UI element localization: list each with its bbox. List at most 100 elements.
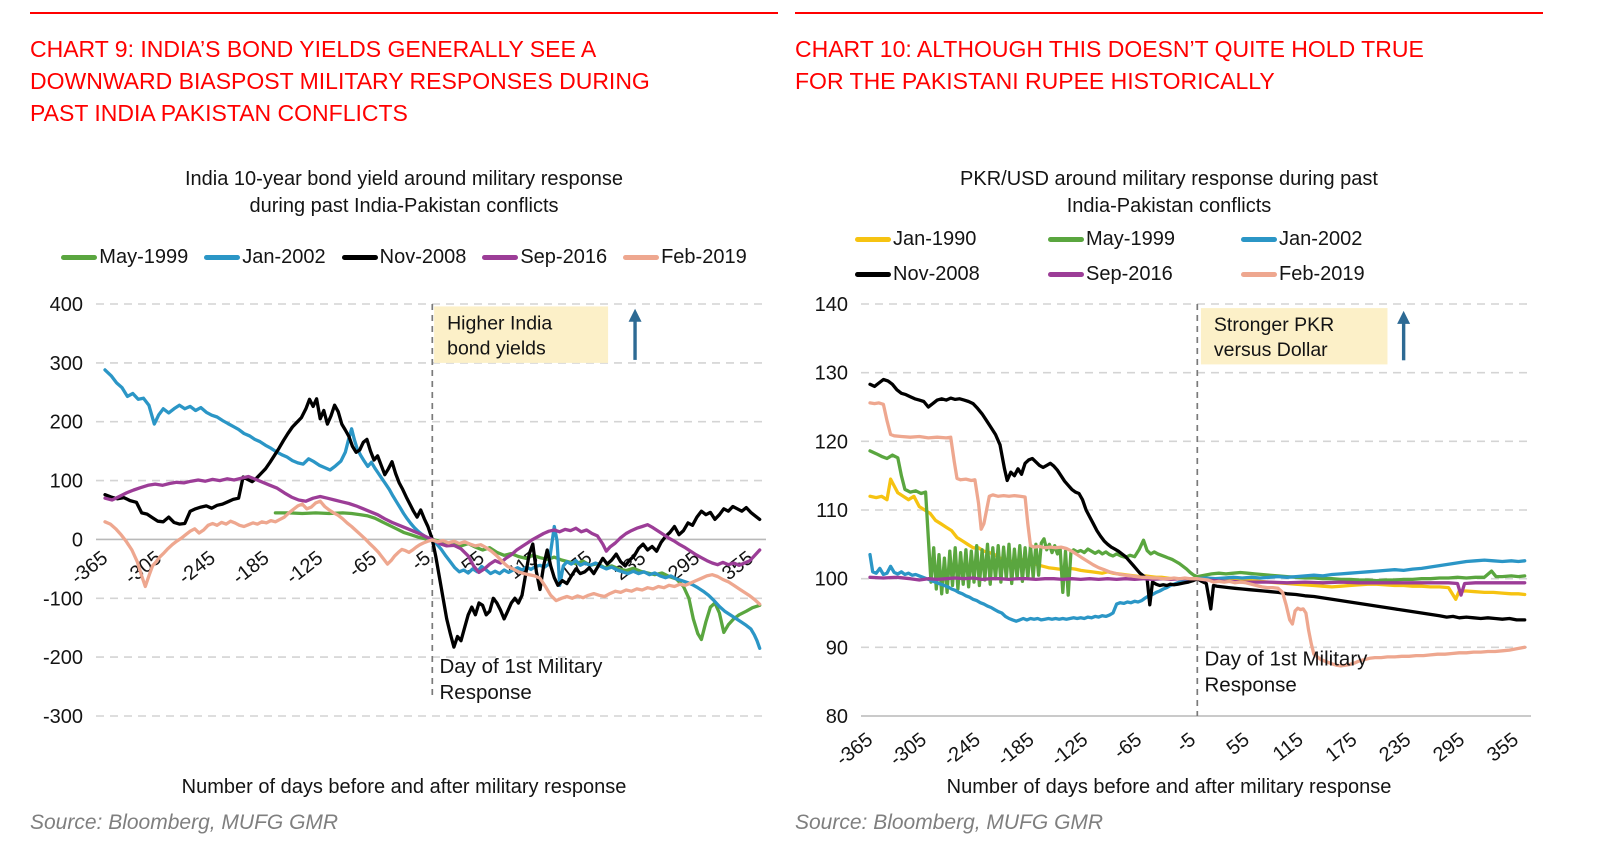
y-tick-label: 0: [72, 529, 83, 551]
event-day-label: Response: [440, 681, 532, 704]
chart10-panel: CHART 10: ALTHOUGH THIS DOESN’T QUITE HO…: [795, 12, 1543, 835]
annotation-box-text: Stronger PKR: [1214, 314, 1334, 336]
event-day-label: Response: [1205, 673, 1297, 696]
legend-label: Feb-2019: [1279, 263, 1365, 285]
annotation-box: [434, 306, 609, 363]
y-tick-label: 200: [50, 412, 83, 434]
chart9-heading: CHART 9: INDIA’S BOND YIELDS GENERALLY S…: [30, 33, 778, 131]
legend-item-Nov-2008: Nov-2008: [341, 246, 466, 269]
x-tick-label: -65: [1110, 729, 1146, 764]
x-tick-label: -65: [345, 547, 381, 582]
chart10-heading: CHART 10: ALTHOUGH THIS DOESN’T QUITE HO…: [795, 33, 1543, 131]
y-tick-label: 90: [826, 637, 848, 659]
x-tick-label: -185: [993, 729, 1038, 771]
x-tick-label: 115: [1269, 729, 1308, 766]
text-line: DOWNWARD BIASPOST MILITARY RESPONSES DUR…: [30, 68, 650, 94]
x-tick-label: 175: [1322, 729, 1362, 767]
x-tick-label: 355: [1483, 729, 1523, 767]
y-tick-label: 80: [826, 706, 848, 728]
y-tick-label: 300: [50, 353, 83, 375]
chart9-chart-title: India 10-year bond yield around military…: [30, 166, 778, 220]
x-tick-label: -245: [940, 729, 985, 771]
y-tick-label: 120: [815, 431, 848, 453]
chart9-xaxis-title: Number of days before and after military…: [181, 776, 627, 798]
legend-swatch-icon: [855, 237, 891, 242]
legend-label: May-1999: [1086, 228, 1175, 250]
legend-item-Nov-2008: Nov-2008: [855, 263, 1048, 286]
legend-label: Jan-2002: [1279, 228, 1363, 250]
legend-label: Jan-1990: [893, 228, 977, 250]
series-line-Nov-2008: [868, 377, 1527, 622]
y-tick-label: -200: [43, 647, 83, 669]
y-tick-label: 400: [50, 294, 83, 316]
legend-swatch-icon: [204, 254, 241, 260]
legend-swatch-icon: [855, 272, 891, 277]
text-line: CHART 10: ALTHOUGH THIS DOESN’T QUITE HO…: [795, 36, 1424, 62]
legend-swatch-icon: [61, 254, 98, 260]
y-tick-label: 130: [815, 363, 848, 385]
legend-item-Jan-2002: Jan-2002: [1241, 228, 1434, 251]
text-line: India-Pakistan conflicts: [1066, 195, 1272, 217]
text-line: CHART 9: INDIA’S BOND YIELDS GENERALLY S…: [30, 36, 597, 62]
legend-swatch-icon: [1241, 237, 1277, 242]
legend-swatch-icon: [1241, 272, 1277, 277]
legend-swatch-icon: [1048, 237, 1084, 242]
legend-label: May-1999: [99, 245, 189, 268]
legend-item-Feb-2019: Feb-2019: [1241, 263, 1434, 286]
series-line-Jan-2002: [868, 552, 1527, 623]
x-tick-label: -5: [1172, 729, 1200, 757]
legend-label: Jan-2002: [242, 245, 326, 268]
legend-swatch-icon: [341, 254, 378, 260]
chart9-panel: CHART 9: INDIA’S BOND YIELDS GENERALLY S…: [30, 12, 778, 835]
legend-item-Feb-2019: Feb-2019: [623, 246, 747, 269]
text-line: FOR THE PAKISTANI RUPEE HISTORICALLY: [795, 68, 1275, 94]
y-tick-label: 100: [50, 471, 83, 493]
text-line: PKR/USD around military response during …: [960, 168, 1378, 190]
legend-label: Sep-2016: [520, 245, 608, 268]
up-arrow-head-icon: [1397, 310, 1411, 324]
legend-label: Nov-2008: [893, 263, 980, 285]
legend-item-Jan-2002: Jan-2002: [204, 245, 326, 269]
report-page: CHART 9: INDIA’S BOND YIELDS GENERALLY S…: [30, 12, 1543, 835]
chart10-legend: Jan-1990 May-1999 Jan-2002 Nov-2008 Sep-2016…: [795, 222, 1543, 292]
text-line: PAST INDIA PAKISTAN CONFLICTS: [30, 100, 408, 126]
event-day-label: Day of 1st Military: [1205, 647, 1369, 670]
legend-item-Sep-2016: Sep-2016: [1048, 263, 1241, 286]
x-tick-label: 55: [1223, 729, 1254, 760]
gridlines: 140 130 120 110 100 90 80: [815, 294, 1531, 728]
x-tick-label: -305: [886, 729, 931, 771]
x-tick-label: -245: [175, 547, 220, 589]
annotation-box-text: versus Dollar: [1214, 339, 1328, 361]
legend-label: Feb-2019: [661, 245, 747, 268]
x-tick-label: 295: [1429, 729, 1469, 767]
y-tick-label: -100: [43, 588, 83, 610]
x-tick-labels: -365 -305 -245 -185 -125 -65 -5 55 115 175 235 295 3…: [67, 547, 758, 589]
legend-item-Jan-1990: Jan-1990: [855, 228, 1048, 251]
legend-swatch-icon: [623, 254, 660, 260]
legend-item-May-1999: May-1999: [61, 246, 188, 269]
x-tick-label: -365: [67, 547, 112, 589]
chart9-top-rule: [30, 12, 778, 14]
chart10-source: Source: Bloomberg, MUFG GMR: [795, 811, 1104, 834]
legend-label: Sep-2016: [1086, 263, 1173, 285]
x-tick-label: 235: [1375, 729, 1415, 767]
legend-swatch-icon: [1048, 272, 1084, 277]
event-day-label: Day of 1st Military: [440, 655, 604, 678]
up-arrow-head-icon: [628, 308, 642, 322]
annotation-box-text: bond yields: [447, 337, 546, 359]
legend-item-May-1999: May-1999: [1048, 228, 1241, 251]
legend-swatch-icon: [482, 254, 519, 260]
gridlines: 400 300 200 100 0 -100 -200 -300: [43, 294, 766, 728]
chart10-top-rule: [795, 12, 1543, 14]
x-tick-labels: -365 -305 -245 -185 -125 -65 -5 55 115 175 235 295 3…: [832, 729, 1523, 771]
chart9-source: Source: Bloomberg, MUFG GMR: [30, 811, 339, 834]
x-tick-label: -125: [1047, 729, 1092, 771]
legend-item-Sep-2016: Sep-2016: [482, 246, 607, 269]
series-line-May-1999: [868, 449, 1527, 597]
annotation-box-text: Higher India: [447, 312, 552, 334]
series-line-Feb-2019: [103, 499, 762, 606]
series-line-Sep-2016: [103, 474, 762, 575]
x-tick-label: -185: [228, 547, 273, 589]
